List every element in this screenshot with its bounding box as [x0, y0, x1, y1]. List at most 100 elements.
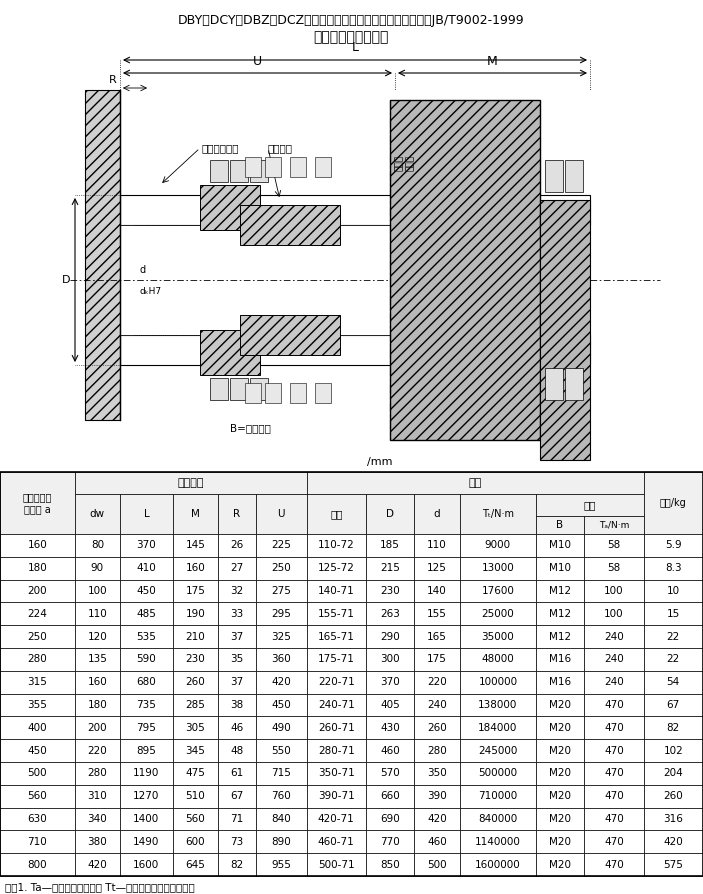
- Bar: [173, 648, 218, 670]
- Text: 250: 250: [271, 563, 291, 573]
- Text: 840000: 840000: [478, 814, 517, 824]
- Text: 460: 460: [427, 837, 447, 847]
- Bar: [644, 472, 703, 534]
- Bar: [584, 853, 644, 876]
- Text: 600: 600: [186, 837, 205, 847]
- Bar: [584, 762, 644, 785]
- Bar: [460, 716, 536, 739]
- Text: 263: 263: [380, 609, 400, 619]
- Bar: [120, 335, 590, 365]
- Bar: [460, 670, 536, 694]
- Text: 250: 250: [27, 631, 47, 642]
- Text: 15: 15: [666, 609, 680, 619]
- Text: 340: 340: [87, 814, 108, 824]
- Bar: [75, 831, 120, 853]
- Bar: [536, 739, 584, 762]
- Text: 38: 38: [231, 700, 243, 710]
- Bar: [644, 807, 703, 831]
- Bar: [584, 785, 644, 807]
- Text: M12: M12: [549, 586, 571, 596]
- Text: 1600000: 1600000: [475, 860, 521, 870]
- Bar: [120, 534, 173, 557]
- Text: 840: 840: [271, 814, 291, 824]
- Text: 175: 175: [186, 586, 205, 596]
- Bar: [644, 557, 703, 579]
- Bar: [460, 603, 536, 625]
- Text: 380: 380: [87, 837, 108, 847]
- Text: Tₜ/N·m: Tₜ/N·m: [482, 509, 514, 519]
- Text: 减速器
中心线: 减速器 中心线: [395, 155, 415, 171]
- Text: 135: 135: [87, 654, 108, 664]
- Text: 210: 210: [186, 631, 205, 642]
- Text: 450: 450: [271, 700, 291, 710]
- Bar: [255, 670, 307, 694]
- Text: R: R: [233, 509, 240, 519]
- Bar: [414, 579, 460, 603]
- Bar: [307, 853, 366, 876]
- Text: 155-71: 155-71: [318, 609, 355, 619]
- Text: 140: 140: [427, 586, 447, 596]
- Bar: [218, 625, 255, 648]
- Bar: [0, 534, 75, 557]
- Text: M: M: [191, 509, 200, 519]
- Text: 185: 185: [380, 540, 400, 551]
- Text: 420: 420: [664, 837, 683, 847]
- Bar: [173, 762, 218, 785]
- Text: 290: 290: [380, 631, 400, 642]
- Text: 155: 155: [427, 609, 447, 619]
- Bar: [0, 739, 75, 762]
- Text: U: U: [253, 55, 262, 68]
- Bar: [265, 383, 281, 403]
- Text: 71: 71: [231, 814, 243, 824]
- Bar: [120, 557, 173, 579]
- Text: 240: 240: [427, 700, 447, 710]
- Bar: [414, 831, 460, 853]
- Text: 160: 160: [186, 563, 205, 573]
- Text: 390: 390: [427, 791, 447, 801]
- Bar: [75, 739, 120, 762]
- Text: 102: 102: [664, 746, 683, 755]
- Text: Tₐ/N·m: Tₐ/N·m: [599, 520, 629, 529]
- Text: 715: 715: [271, 769, 291, 779]
- Text: 125-72: 125-72: [318, 563, 355, 573]
- Text: 535: 535: [136, 631, 156, 642]
- Bar: [414, 739, 460, 762]
- Bar: [120, 739, 173, 762]
- Text: dᴡ: dᴡ: [90, 509, 105, 519]
- Bar: [0, 648, 75, 670]
- Text: 37: 37: [231, 677, 243, 687]
- Bar: [366, 762, 414, 785]
- Bar: [584, 534, 644, 557]
- Bar: [536, 762, 584, 785]
- Text: 125: 125: [427, 563, 447, 573]
- Text: 300: 300: [380, 654, 400, 664]
- Text: 110: 110: [87, 609, 108, 619]
- Text: L: L: [143, 509, 149, 519]
- Text: /mm: /mm: [367, 457, 393, 467]
- Bar: [584, 694, 644, 716]
- Text: 490: 490: [271, 723, 291, 733]
- Text: 100: 100: [604, 586, 624, 596]
- Text: 26: 26: [231, 540, 243, 551]
- Bar: [173, 807, 218, 831]
- Bar: [460, 579, 536, 603]
- Bar: [644, 648, 703, 670]
- Text: 48: 48: [231, 746, 243, 755]
- Bar: [75, 648, 120, 670]
- Bar: [460, 831, 536, 853]
- Bar: [265, 157, 281, 177]
- Bar: [366, 494, 414, 534]
- Text: 230: 230: [186, 654, 205, 664]
- Text: 430: 430: [380, 723, 400, 733]
- Text: 345: 345: [186, 746, 205, 755]
- Text: 35000: 35000: [482, 631, 515, 642]
- Text: dₖH7: dₖH7: [140, 288, 162, 297]
- Text: 405: 405: [380, 700, 400, 710]
- Text: 220-71: 220-71: [318, 677, 355, 687]
- Bar: [536, 831, 584, 853]
- Bar: [255, 557, 307, 579]
- Bar: [584, 625, 644, 648]
- Bar: [644, 603, 703, 625]
- Bar: [584, 670, 644, 694]
- Text: 32: 32: [231, 586, 243, 596]
